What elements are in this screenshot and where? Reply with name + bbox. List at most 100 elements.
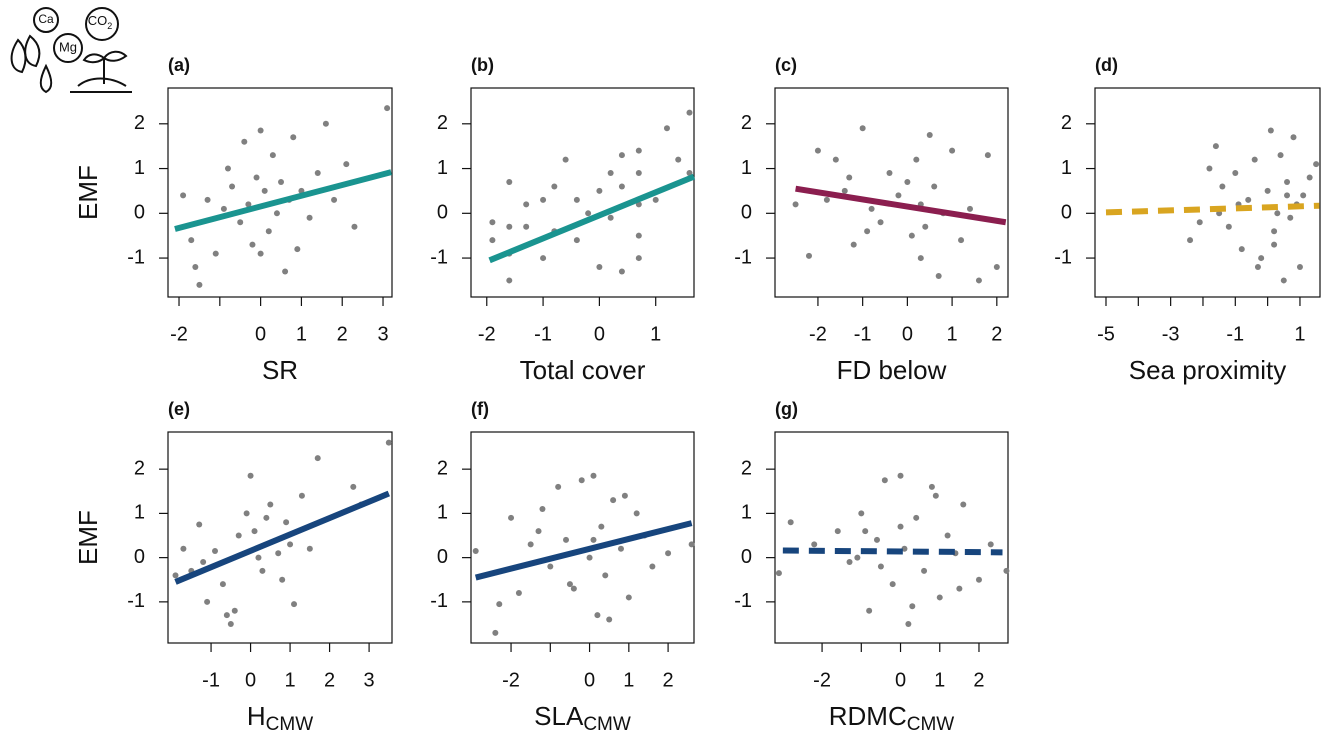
point bbox=[261, 187, 268, 194]
panel-label: (b) bbox=[471, 55, 494, 75]
x-axis-label: Total cover bbox=[520, 355, 646, 385]
point bbox=[886, 170, 893, 177]
point bbox=[306, 214, 313, 221]
y-tick-label: 2 bbox=[741, 457, 752, 479]
x-tick-label: 3 bbox=[377, 323, 388, 345]
mg-circle bbox=[53, 33, 83, 63]
point bbox=[290, 134, 297, 141]
plot-frame bbox=[774, 87, 1009, 298]
point bbox=[515, 590, 522, 597]
point bbox=[617, 545, 624, 552]
point bbox=[873, 536, 880, 543]
point bbox=[1313, 161, 1320, 168]
point bbox=[1225, 223, 1232, 230]
point bbox=[936, 594, 943, 601]
point bbox=[841, 187, 848, 194]
point bbox=[267, 501, 274, 508]
point bbox=[834, 528, 841, 535]
point bbox=[1206, 165, 1213, 172]
point bbox=[649, 563, 656, 570]
point bbox=[562, 156, 569, 163]
icon-label: CO bbox=[88, 13, 108, 28]
point bbox=[877, 563, 884, 570]
x-tick-label: 3 bbox=[364, 669, 375, 691]
point bbox=[224, 165, 231, 172]
point bbox=[294, 246, 301, 253]
x-tick-label: 0 bbox=[902, 323, 913, 345]
point bbox=[1187, 237, 1194, 244]
y-tick-label: 0 bbox=[741, 546, 752, 568]
point bbox=[1232, 170, 1239, 177]
point bbox=[523, 201, 530, 208]
panel-label: (e) bbox=[168, 399, 190, 419]
point bbox=[958, 237, 965, 244]
plot-frame bbox=[774, 431, 1009, 644]
x-tick-label: 1 bbox=[285, 669, 296, 691]
plot-frame bbox=[1094, 87, 1321, 298]
point bbox=[306, 545, 313, 552]
leaf-icon bbox=[10, 38, 27, 74]
point bbox=[913, 156, 920, 163]
point bbox=[675, 156, 682, 163]
point bbox=[275, 550, 282, 557]
point bbox=[573, 237, 580, 244]
x-tick-label: 0 bbox=[245, 669, 256, 691]
point bbox=[935, 272, 942, 279]
point bbox=[523, 223, 530, 230]
point bbox=[850, 241, 857, 248]
point bbox=[257, 127, 264, 134]
x-tick-label: -2 bbox=[170, 323, 188, 345]
x-axis-label: SR bbox=[262, 355, 298, 385]
x-axis-label-main: SLA bbox=[534, 701, 584, 731]
panel-label: (c) bbox=[775, 55, 797, 75]
point bbox=[931, 183, 938, 190]
point bbox=[868, 205, 875, 212]
point bbox=[832, 156, 839, 163]
point bbox=[1290, 134, 1297, 141]
point bbox=[350, 483, 357, 490]
point bbox=[598, 523, 605, 530]
x-tick-label: -2 bbox=[502, 669, 520, 691]
point bbox=[897, 472, 904, 479]
point bbox=[489, 219, 496, 226]
point bbox=[200, 559, 207, 566]
point bbox=[1258, 255, 1265, 262]
y-tick-label: -1 bbox=[734, 246, 752, 268]
point bbox=[1274, 210, 1281, 217]
point bbox=[590, 536, 597, 543]
point bbox=[805, 252, 812, 259]
fit-line bbox=[1105, 202, 1320, 216]
point bbox=[1271, 228, 1278, 235]
point bbox=[172, 572, 179, 579]
x-tick-label: 2 bbox=[991, 323, 1002, 345]
point bbox=[279, 576, 286, 583]
point bbox=[1306, 174, 1313, 181]
fit-line bbox=[174, 490, 390, 585]
point bbox=[212, 547, 219, 554]
point bbox=[1212, 143, 1219, 150]
point bbox=[351, 223, 358, 230]
point bbox=[635, 255, 642, 262]
x-axis-label-sub: CMW bbox=[583, 714, 631, 733]
fit-line bbox=[782, 547, 1003, 556]
point bbox=[540, 255, 547, 262]
point bbox=[257, 250, 264, 257]
point bbox=[1284, 192, 1291, 199]
y-tick-label: 1 bbox=[437, 157, 448, 179]
point bbox=[585, 210, 592, 217]
y-tick-label: 0 bbox=[134, 546, 145, 568]
y-tick-label: 1 bbox=[134, 502, 145, 524]
point bbox=[987, 541, 994, 548]
y-tick-label: 0 bbox=[437, 202, 448, 224]
point bbox=[926, 131, 933, 138]
point bbox=[686, 170, 693, 177]
y-tick-label: 0 bbox=[437, 546, 448, 568]
point bbox=[846, 174, 853, 181]
point bbox=[606, 616, 613, 623]
x-tick-label: 1 bbox=[947, 323, 958, 345]
x-tick-label: -3 bbox=[1162, 323, 1180, 345]
point bbox=[921, 567, 928, 574]
point bbox=[960, 501, 967, 508]
x-axis-label: SLACMW bbox=[534, 701, 631, 733]
y-tick-label: -1 bbox=[734, 590, 752, 612]
